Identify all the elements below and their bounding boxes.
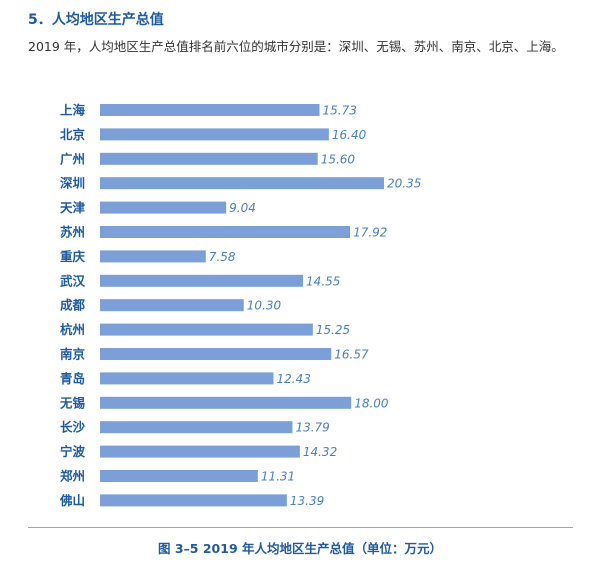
value-label: 16.57 [334, 348, 369, 362]
bar-row: 南京 16.57 [60, 347, 369, 362]
bar [100, 128, 329, 141]
bar-row: 武汉 14.55 [60, 273, 340, 288]
value-label: 13.39 [290, 494, 324, 508]
bars-layer: 上海 15.73 北京 16.40 广州 15.60 深圳 20.35 天津 9.04 苏州 17.9… [59, 103, 421, 508]
bar [100, 226, 351, 238]
bar-row: 重庆 7.58 [60, 249, 236, 264]
value-label: 14.55 [306, 274, 340, 288]
value-label: 14.32 [303, 445, 337, 459]
value-label: 9.04 [229, 201, 256, 215]
bar-row: 北京 16.40 [60, 127, 367, 142]
bar [100, 421, 293, 434]
city-label: 武汉 [60, 273, 86, 288]
city-label: 佛山 [59, 493, 85, 508]
value-label: 16.40 [332, 128, 367, 142]
bar [100, 250, 206, 263]
value-label: 15.60 [321, 152, 356, 166]
bar [100, 201, 227, 214]
bar-row: 佛山 13.39 [59, 493, 324, 508]
city-label: 无锡 [59, 395, 86, 410]
bar-row: 上海 15.73 [60, 103, 357, 118]
value-label: 15.73 [323, 104, 357, 118]
bar-row: 深圳 20.35 [60, 176, 421, 191]
value-label: 15.25 [316, 323, 350, 337]
value-label: 18.00 [354, 396, 389, 410]
bar [100, 372, 274, 385]
city-label: 青岛 [60, 371, 85, 386]
city-label: 广州 [60, 151, 85, 166]
city-label: 天津 [60, 200, 86, 215]
city-label: 南京 [60, 347, 86, 362]
bar-row: 天津 9.04 [60, 200, 256, 215]
bar [100, 396, 352, 409]
city-label: 杭州 [60, 322, 85, 337]
bar-row: 无锡 18.00 [59, 395, 389, 410]
bar-row: 宁波 14.32 [60, 444, 337, 459]
value-label: 7.58 [209, 250, 236, 264]
figure-caption: 图 3–5 2019 年人均地区生产总值（单位：万元） [158, 541, 442, 556]
bar [100, 470, 258, 482]
bar-row: 苏州 17.92 [60, 225, 387, 240]
value-label: 11.31 [261, 470, 295, 484]
city-label: 上海 [60, 103, 86, 118]
intro-text: 2019 年，人均地区生产总值排名前六位的城市分别是：深圳、无锡、苏州、南京、北… [28, 39, 564, 54]
caption-divider [28, 527, 573, 528]
city-label: 北京 [60, 127, 86, 142]
bar [100, 445, 300, 458]
value-label: 13.79 [295, 421, 329, 435]
bar-row: 杭州 15.25 [60, 322, 350, 337]
city-label: 深圳 [60, 176, 85, 191]
city-label: 苏州 [60, 225, 85, 240]
bar-row: 长沙 13.79 [60, 420, 330, 435]
bar [100, 104, 320, 116]
bar [100, 299, 244, 312]
bar-row: 成都 10.30 [60, 298, 281, 313]
section-title: 5．人均地区生产总值 [28, 12, 164, 28]
bar-row: 郑州 11.31 [60, 469, 295, 484]
city-label: 长沙 [60, 420, 86, 435]
value-label: 17.92 [353, 226, 387, 240]
bar [100, 152, 318, 165]
city-label: 郑州 [60, 469, 85, 484]
city-label: 宁波 [60, 444, 86, 459]
bar [100, 348, 332, 360]
bar [100, 274, 304, 287]
value-label: 20.35 [387, 177, 421, 191]
bar [100, 494, 287, 507]
bar-row: 青岛 12.43 [60, 371, 311, 386]
bar [100, 323, 313, 336]
city-label: 重庆 [60, 249, 86, 264]
value-label: 10.30 [247, 299, 282, 313]
bar [100, 177, 384, 190]
city-label: 成都 [60, 298, 86, 313]
value-label: 12.43 [276, 372, 310, 386]
bar-row: 广州 15.60 [60, 151, 355, 166]
bar-chart: 上海 15.73 北京 16.40 广州 15.60 深圳 20.35 天津 9.04 苏州 17.9… [59, 103, 421, 508]
